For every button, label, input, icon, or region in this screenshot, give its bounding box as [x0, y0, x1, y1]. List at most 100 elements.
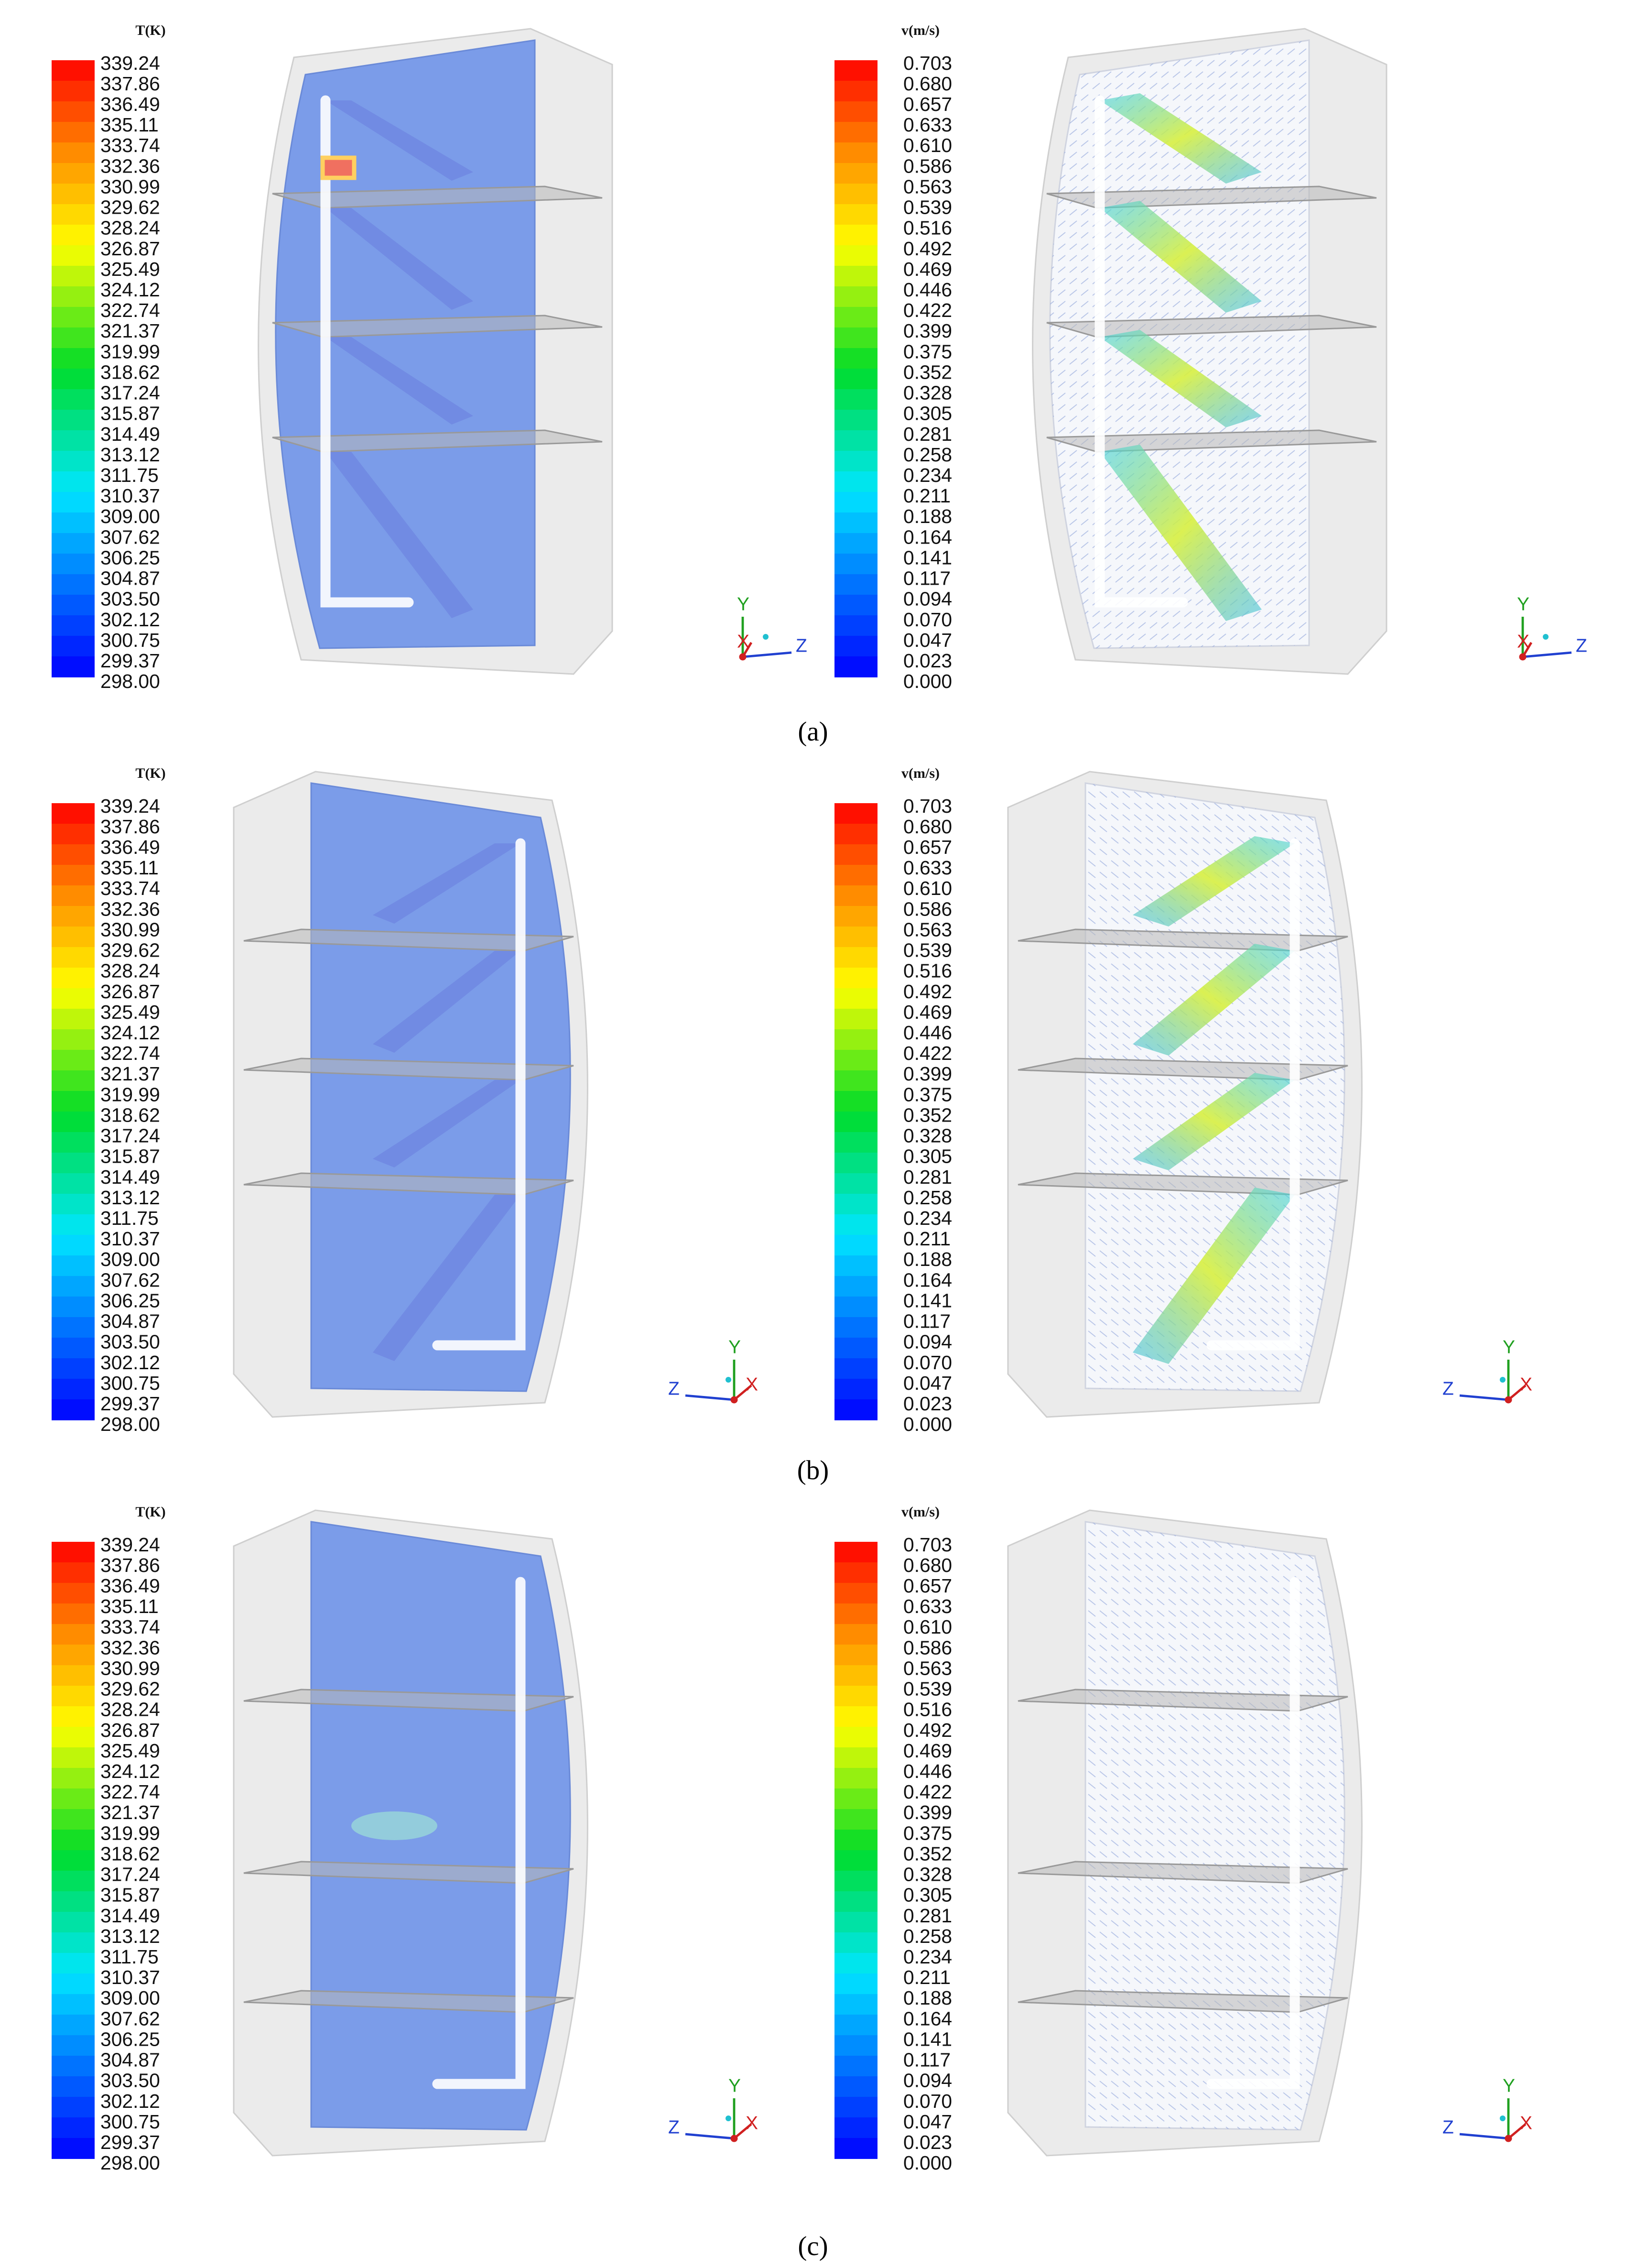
- colorbar-label: 307.62: [100, 526, 160, 548]
- colorbar-segment: [52, 554, 95, 575]
- colorbar-label: 300.75: [100, 629, 160, 651]
- colorbar-segment: [834, 286, 878, 307]
- axis-dot: [763, 634, 769, 640]
- colorbar-label: 0.586: [903, 898, 952, 920]
- colorbar-segment: [834, 101, 878, 122]
- panel-caption: (b): [797, 1455, 829, 1485]
- colorbar-label: 328.24: [100, 1699, 160, 1721]
- colorbar-segment: [834, 968, 878, 989]
- colorbar-segment: [834, 1091, 878, 1112]
- colorbar-segment: [52, 1830, 95, 1851]
- colorbar-segment: [52, 636, 95, 657]
- colorbar-label: 326.87: [100, 238, 160, 260]
- axis-z-label: Z: [1442, 1378, 1454, 1399]
- floor-slab: [1046, 429, 1377, 453]
- axis-z: [742, 651, 792, 658]
- air-jet: [325, 208, 474, 310]
- axis-x: [733, 1385, 752, 1401]
- colorbar-label: 325.49: [100, 1001, 160, 1023]
- colorbar-label: 0.446: [903, 279, 952, 301]
- floor-slab: [1046, 185, 1377, 209]
- colorbar-label: 317.24: [100, 382, 160, 404]
- air-jet: [1133, 836, 1295, 927]
- air-jet: [1133, 1188, 1295, 1364]
- colorbar-label: 328.24: [100, 960, 160, 982]
- colorbar-label: 0.094: [903, 1331, 952, 1353]
- colorbar-label: 313.12: [100, 1187, 160, 1209]
- colorbar-label: 0.023: [903, 1393, 952, 1415]
- axis-y-label: Y: [728, 2075, 741, 2096]
- colorbar-segment: [834, 369, 878, 390]
- colorbar-label: 0.164: [903, 2007, 952, 2029]
- axis-triad: Y Z X: [668, 1337, 758, 1404]
- building-face: [310, 782, 571, 1392]
- colorbar-segment: [834, 1276, 878, 1297]
- colorbar-segment: [834, 1583, 878, 1604]
- colorbar-label: 322.74: [100, 1042, 160, 1064]
- colorbar-segment: [52, 348, 95, 369]
- colorbar-segment: [52, 947, 95, 968]
- colorbar-segment: [52, 1768, 95, 1789]
- colorbar-segment: [52, 1788, 95, 1810]
- colorbar-label: 304.87: [100, 567, 160, 589]
- colorbar-label: 309.00: [100, 505, 160, 527]
- colorbar-segment: [52, 1091, 95, 1112]
- colorbar-segment: [834, 451, 878, 472]
- colorbar-segment: [52, 142, 95, 164]
- colorbar-label: 324.12: [100, 1760, 160, 1782]
- colorbar-label: 0.399: [903, 1063, 952, 1085]
- colorbar-label: 337.86: [100, 816, 160, 838]
- building-render: [1007, 771, 1363, 1418]
- colorbar-label: 318.62: [100, 361, 160, 383]
- air-jet: [373, 843, 521, 924]
- colorbar-segment: [834, 1317, 878, 1338]
- floor-slab: [1018, 1172, 1348, 1196]
- colorbar-label: 0.563: [903, 175, 952, 197]
- colorbar-label: 0.141: [903, 546, 952, 568]
- colorbar-segment: [834, 1112, 878, 1133]
- colorbar-label: 0.047: [903, 629, 952, 651]
- colorbar-segment: [52, 2056, 95, 2077]
- colorbar-label: 333.74: [100, 1616, 160, 1638]
- colorbar-segment: [834, 307, 878, 328]
- colorbar-label: 0.328: [903, 1864, 952, 1886]
- axis-x-label: X: [1520, 2113, 1532, 2133]
- colorbar-label: 321.37: [100, 320, 160, 342]
- colorbar-label: 0.657: [903, 836, 952, 858]
- colorbar-segment: [52, 81, 95, 102]
- colorbar-label: 0.516: [903, 960, 952, 982]
- colorbar-label: 318.62: [100, 1104, 160, 1126]
- colorbar-segment: [52, 1379, 95, 1400]
- colorbar-segment: [834, 1665, 878, 1686]
- colorbar-label: 311.75: [100, 464, 159, 486]
- axis-y-label: Y: [737, 594, 749, 614]
- colorbar-segment: [834, 184, 878, 205]
- colorbar-label: 0.703: [903, 1534, 952, 1556]
- axis-z-label: Z: [668, 1378, 680, 1399]
- colorbar-segment: [52, 327, 95, 349]
- colorbar-segment: [52, 1153, 95, 1174]
- colorbar-segment: [834, 142, 878, 164]
- colorbar-label: 303.50: [100, 2070, 160, 2092]
- axis-z-label: Z: [796, 635, 807, 656]
- colorbar-segment: [52, 1624, 95, 1645]
- colorbar-segment: [834, 1788, 878, 1810]
- building-render: [1007, 1509, 1363, 2157]
- colorbar-segment: [834, 1686, 878, 1707]
- colorbar-label: 309.00: [100, 1987, 160, 2009]
- colorbar-segment: [52, 1338, 95, 1359]
- air-jet: [1133, 1073, 1295, 1171]
- colorbar-label: 0.234: [903, 1946, 952, 1968]
- colorbar-label: 0.469: [903, 258, 952, 280]
- colorbar-segment: [52, 1173, 95, 1194]
- colorbar-segment: [52, 1665, 95, 1686]
- colorbar-label: 0.633: [903, 857, 952, 879]
- colorbar-label: 0.117: [903, 1310, 951, 1332]
- colorbar-label: 310.37: [100, 1228, 160, 1250]
- colorbar-label: 0.586: [903, 155, 952, 177]
- colorbar-label: 299.37: [100, 1393, 160, 1415]
- colorbar-segment: [834, 636, 878, 657]
- colorbar-label: 0.492: [903, 981, 952, 1003]
- colorbar-label: 0.141: [903, 2028, 952, 2050]
- colorbar-label: 0.281: [903, 1905, 952, 1927]
